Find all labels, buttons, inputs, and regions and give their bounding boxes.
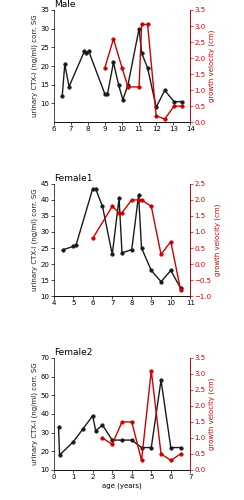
Y-axis label: growth velocity (cm): growth velocity (cm) [209,30,215,102]
Y-axis label: growth velocity (cm): growth velocity (cm) [209,378,215,450]
Text: Female1: Female1 [54,174,92,183]
Text: Female2: Female2 [54,348,92,357]
Y-axis label: urinary CTX-I (ng/ml) corr. SG: urinary CTX-I (ng/ml) corr. SG [31,15,38,118]
Y-axis label: urinary CTX-I (ng/ml) corr. SG: urinary CTX-I (ng/ml) corr. SG [31,188,38,292]
Y-axis label: urinary CTX-I (ng/ml) corr. SG: urinary CTX-I (ng/ml) corr. SG [31,362,38,465]
X-axis label: age (years): age (years) [102,483,142,490]
Y-axis label: growth velocity (cm): growth velocity (cm) [214,204,221,276]
Text: Male: Male [54,0,75,9]
